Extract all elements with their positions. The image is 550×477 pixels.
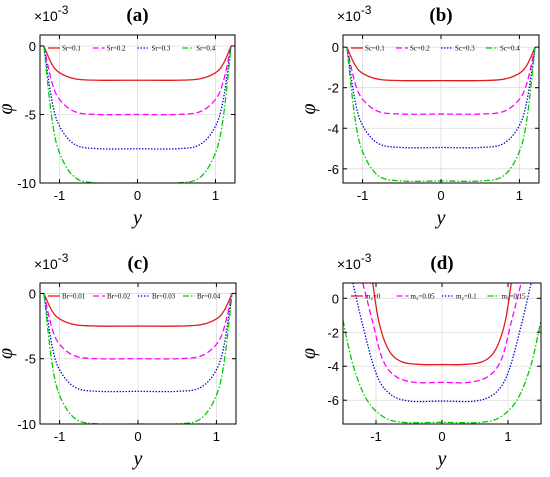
legend-label-3: Sc=0.3	[455, 45, 475, 53]
x-tick-label: 1	[213, 429, 220, 444]
y-tick-label: -5	[24, 107, 36, 122]
legend-label-3: Br=0.03	[152, 293, 176, 301]
y-scale-factor: ×10-3	[34, 251, 69, 272]
panel-label: (c)	[127, 253, 148, 274]
x-axis-label: y	[131, 207, 142, 229]
legend-label-4: m₂=0.15	[502, 293, 527, 301]
panel-label: (b)	[429, 5, 452, 26]
y-tick-label: -5	[24, 352, 36, 367]
series-line-1	[43, 293, 233, 327]
legend-label-1: Sr=0.1	[62, 45, 81, 53]
panel-label: (d)	[430, 253, 453, 274]
series-line-3	[352, 283, 532, 403]
y-tick-label: 0	[29, 39, 36, 54]
y-tick-label: -4	[327, 359, 339, 374]
panel-c: -1010-5-10×10-3(c)yφBr=0.01Br=0.02Br=0.0…	[0, 251, 237, 470]
series-line-2	[346, 47, 536, 115]
x-tick-label: 0	[437, 188, 444, 203]
x-tick-label: -1	[357, 188, 369, 203]
series-line-4	[43, 45, 232, 183]
legend-label-2: m₂=0.05	[411, 293, 436, 301]
y-scale-exponent: -3	[361, 3, 372, 17]
series-line-1	[43, 45, 232, 81]
y-scale-factor: ×10-3	[34, 3, 69, 24]
legend: Sc=0.1 Sc=0.2 Sc=0.3 Sc=0.4	[351, 45, 520, 53]
legend-label-1: Sc=0.1	[365, 45, 385, 53]
legend: m₂=0 m₂=0.05 m₂=0.1 m₂=0.15	[351, 293, 526, 301]
y-axis-label: φ	[0, 103, 17, 114]
x-axis-label: y	[132, 448, 143, 470]
legend-label-4: Sr=0.4	[196, 45, 215, 53]
panel-a: -1010-5-10×10-3(a)yφSr=0.1Sr=0.2Sr=0.3Sr…	[0, 3, 236, 229]
legend: Br=0.01 Br=0.02 Br=0.03 Br=0.04	[48, 293, 221, 301]
legend-label-1: Br=0.01	[62, 293, 86, 301]
legend-label-2: Br=0.02	[107, 293, 131, 301]
y-scale-exponent: -3	[58, 3, 69, 17]
y-tick-label: -6	[327, 162, 339, 177]
x-axis-label: y	[435, 207, 446, 229]
y-tick-label: 0	[29, 286, 36, 301]
y-scale-exponent: -3	[361, 251, 372, 265]
y-tick-label: -10	[17, 417, 36, 432]
y-axis-label: φ	[298, 348, 320, 359]
y-tick-label: 0	[332, 291, 339, 306]
y-tick-label: -4	[327, 121, 339, 136]
series-line-1	[372, 283, 512, 366]
series-line-2	[43, 293, 233, 360]
y-scale-factor: ×10-3	[337, 251, 372, 272]
y-axis-label: φ	[0, 348, 17, 359]
y-tick-label: 0	[332, 40, 339, 55]
x-axis-label: y	[436, 448, 447, 470]
x-tick-label: 1	[504, 429, 511, 444]
legend-label-3: m₂=0.1	[456, 293, 477, 301]
legend-label-4: Sc=0.4	[500, 45, 520, 53]
y-tick-label: -2	[327, 81, 339, 96]
y-tick-label: -6	[327, 393, 339, 408]
y-tick-label: -10	[17, 176, 36, 191]
y-scale-exponent: -3	[58, 251, 69, 265]
x-tick-label: 0	[134, 188, 141, 203]
y-axis-label: φ	[298, 103, 320, 114]
x-tick-label: 0	[134, 429, 141, 444]
x-tick-label: -1	[54, 429, 66, 444]
series-group	[43, 45, 232, 183]
series-line-3	[43, 293, 233, 393]
series-group	[43, 293, 233, 424]
x-tick-label: 1	[516, 188, 523, 203]
legend-label-3: Sr=0.3	[152, 45, 171, 53]
series-line-1	[346, 46, 536, 82]
y-scale-factor: ×10-3	[337, 3, 372, 24]
x-tick-label: 1	[212, 188, 219, 203]
x-tick-label: 0	[438, 429, 445, 444]
series-line-2	[43, 45, 232, 116]
legend-label-4: Br=0.04	[197, 293, 221, 301]
legend-label-1: m₂=0	[365, 293, 381, 301]
legend-label-2: Sr=0.2	[107, 45, 126, 53]
panel-label: (a)	[126, 5, 148, 26]
series-line-4	[43, 293, 233, 424]
y-tick-label: -2	[327, 325, 339, 340]
series-line-3	[346, 47, 536, 149]
x-tick-label: -1	[54, 188, 66, 203]
x-tick-label: -1	[370, 429, 382, 444]
legend: Sr=0.1 Sr=0.2 Sr=0.3 Sr=0.4	[48, 45, 216, 53]
legend-label-2: Sc=0.2	[410, 45, 430, 53]
series-line-2	[362, 283, 522, 384]
